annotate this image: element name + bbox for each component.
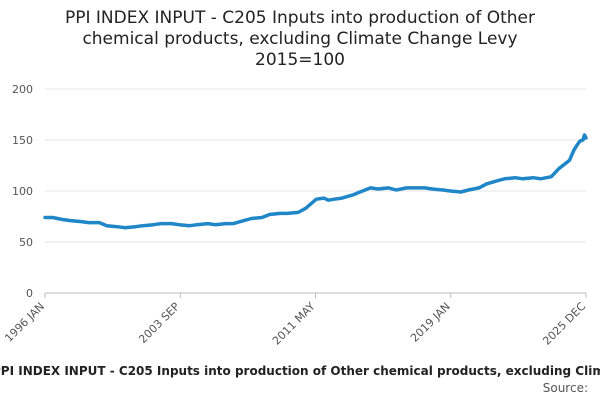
chart-title-line-3: 2015=100	[255, 50, 345, 70]
series-line	[43, 133, 588, 230]
y-tick-label: 200	[12, 83, 33, 96]
chart-title: PPI INDEX INPUT - C205 Inputs into produ…	[0, 8, 600, 71]
chart-title-line-1: PPI INDEX INPUT - C205 Inputs into produ…	[65, 8, 535, 28]
y-tick-label: 0	[26, 287, 33, 300]
y-tick-label: 150	[12, 134, 33, 147]
x-tick-label: 2003 SEP	[136, 300, 182, 346]
x-tick-label: 2025 DEC	[540, 300, 588, 348]
y-tick-label: 100	[12, 185, 33, 198]
source-label: Source:	[542, 381, 588, 395]
y-tick-label: 50	[19, 236, 33, 249]
x-tick-label: 2019 JAN	[408, 300, 453, 345]
legend-series-label: PPI INDEX INPUT - C205 Inputs into produ…	[0, 364, 600, 378]
x-tick-label: 2011 MAY	[270, 300, 318, 348]
x-tick-label: 1996 JAN	[2, 300, 47, 345]
chart-title-line-2: chemical products, excluding Climate Cha…	[82, 29, 518, 49]
